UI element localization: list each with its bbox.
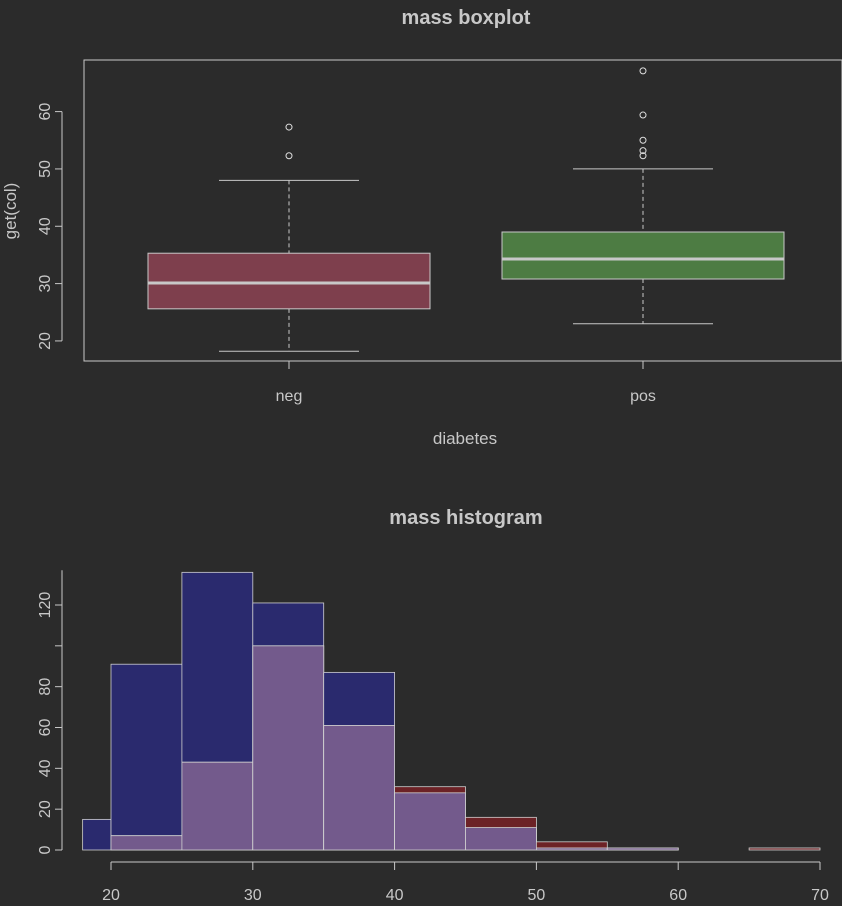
histogram-y-tick-label-60: 60	[37, 719, 54, 737]
histogram-title: mass histogram	[389, 507, 542, 529]
boxplot-x-tick-label-pos: pos	[630, 388, 656, 405]
boxplot-x-tick-label-neg: neg	[276, 388, 303, 405]
histogram-x-tick-label-20: 20	[102, 887, 120, 904]
box-pos	[501, 231, 785, 280]
outlier-point-pos-1	[639, 147, 647, 155]
histogram-y-tick-label-80: 80	[37, 678, 54, 696]
histogram-y-tick-label-40: 40	[37, 759, 54, 777]
histogram-x-tick-label-60: 60	[669, 887, 687, 904]
boxplot-y-tick-label-50: 50	[37, 160, 54, 178]
outlier-point-neg-1	[285, 123, 293, 131]
outlier-point-pos-3	[639, 111, 647, 119]
boxplot-y-tick-label-20: 20	[37, 332, 54, 350]
histogram-y-tick-label-120: 120	[37, 592, 54, 619]
outlier-point-pos-0	[639, 152, 647, 160]
histogram-x-tick-label-40: 40	[386, 887, 404, 904]
boxplot-frame	[83, 59, 842, 362]
boxplot-marks: 20 30 40 50 60 neg pos	[37, 67, 785, 405]
overlap-bar-25-30	[181, 761, 254, 851]
outlier-point-pos-4	[639, 67, 647, 75]
histogram-marks: 0 20 40 60 80 120 20 30 40 50 60 70	[37, 570, 829, 904]
overlap-bar-20-25	[110, 835, 183, 851]
boxplot-y-tick-label-60: 60	[37, 103, 54, 121]
overlap-bar-35-40	[323, 725, 396, 851]
overlap-bar-50-55	[536, 847, 608, 851]
boxplot-y-axis-label: get(col)	[1, 183, 20, 240]
outlier-point-neg-0	[285, 152, 293, 160]
boxplot-y-tick-label-40: 40	[37, 217, 54, 235]
histogram-x-tick-label-50: 50	[528, 887, 546, 904]
boxplot-title: mass boxplot	[402, 7, 531, 29]
histogram-x-tick-label-70: 70	[811, 887, 829, 904]
overlap-bar-40-45	[394, 792, 466, 851]
pos-bar-65-70	[748, 847, 821, 851]
histogram-x-tick-label-30: 30	[244, 887, 262, 904]
neg-bar-18-20	[82, 818, 112, 851]
neg-bar-20-25	[110, 663, 183, 851]
boxplot-y-tick-label-30: 30	[37, 275, 54, 293]
overlap-bar-45-50	[465, 827, 537, 851]
outlier-point-pos-2	[639, 136, 647, 144]
box-neg	[147, 252, 431, 310]
boxplot-x-axis-label: diabetes	[433, 429, 497, 448]
histogram-y-tick-label-0: 0	[37, 845, 54, 854]
histogram-y-tick-label-20: 20	[37, 800, 54, 818]
overlap-bar-30-35	[252, 645, 325, 851]
overlap-bar-55-60	[606, 847, 679, 851]
